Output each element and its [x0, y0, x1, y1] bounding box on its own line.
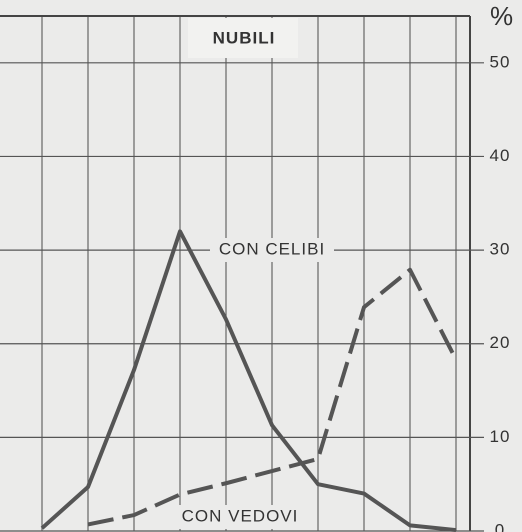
- y-axis-label: %: [490, 1, 514, 31]
- series-label: CON CELIBI: [219, 239, 325, 258]
- y-tick-label: 0: [495, 520, 505, 532]
- series-label-bg: [210, 238, 334, 262]
- y-tick-label: 30: [490, 240, 511, 259]
- y-tick-label: 10: [490, 427, 511, 446]
- y-tick-label: 50: [490, 52, 511, 71]
- data-line: [40, 229, 457, 532]
- y-tick-label: 20: [490, 333, 511, 352]
- y-tick-label: 40: [490, 146, 511, 165]
- chart-title: NUBILI: [213, 28, 276, 47]
- data-line: [87, 267, 458, 527]
- series-label-bg: [178, 505, 302, 529]
- title-box: [188, 18, 298, 58]
- series-label: CON VEDOVI: [182, 506, 299, 525]
